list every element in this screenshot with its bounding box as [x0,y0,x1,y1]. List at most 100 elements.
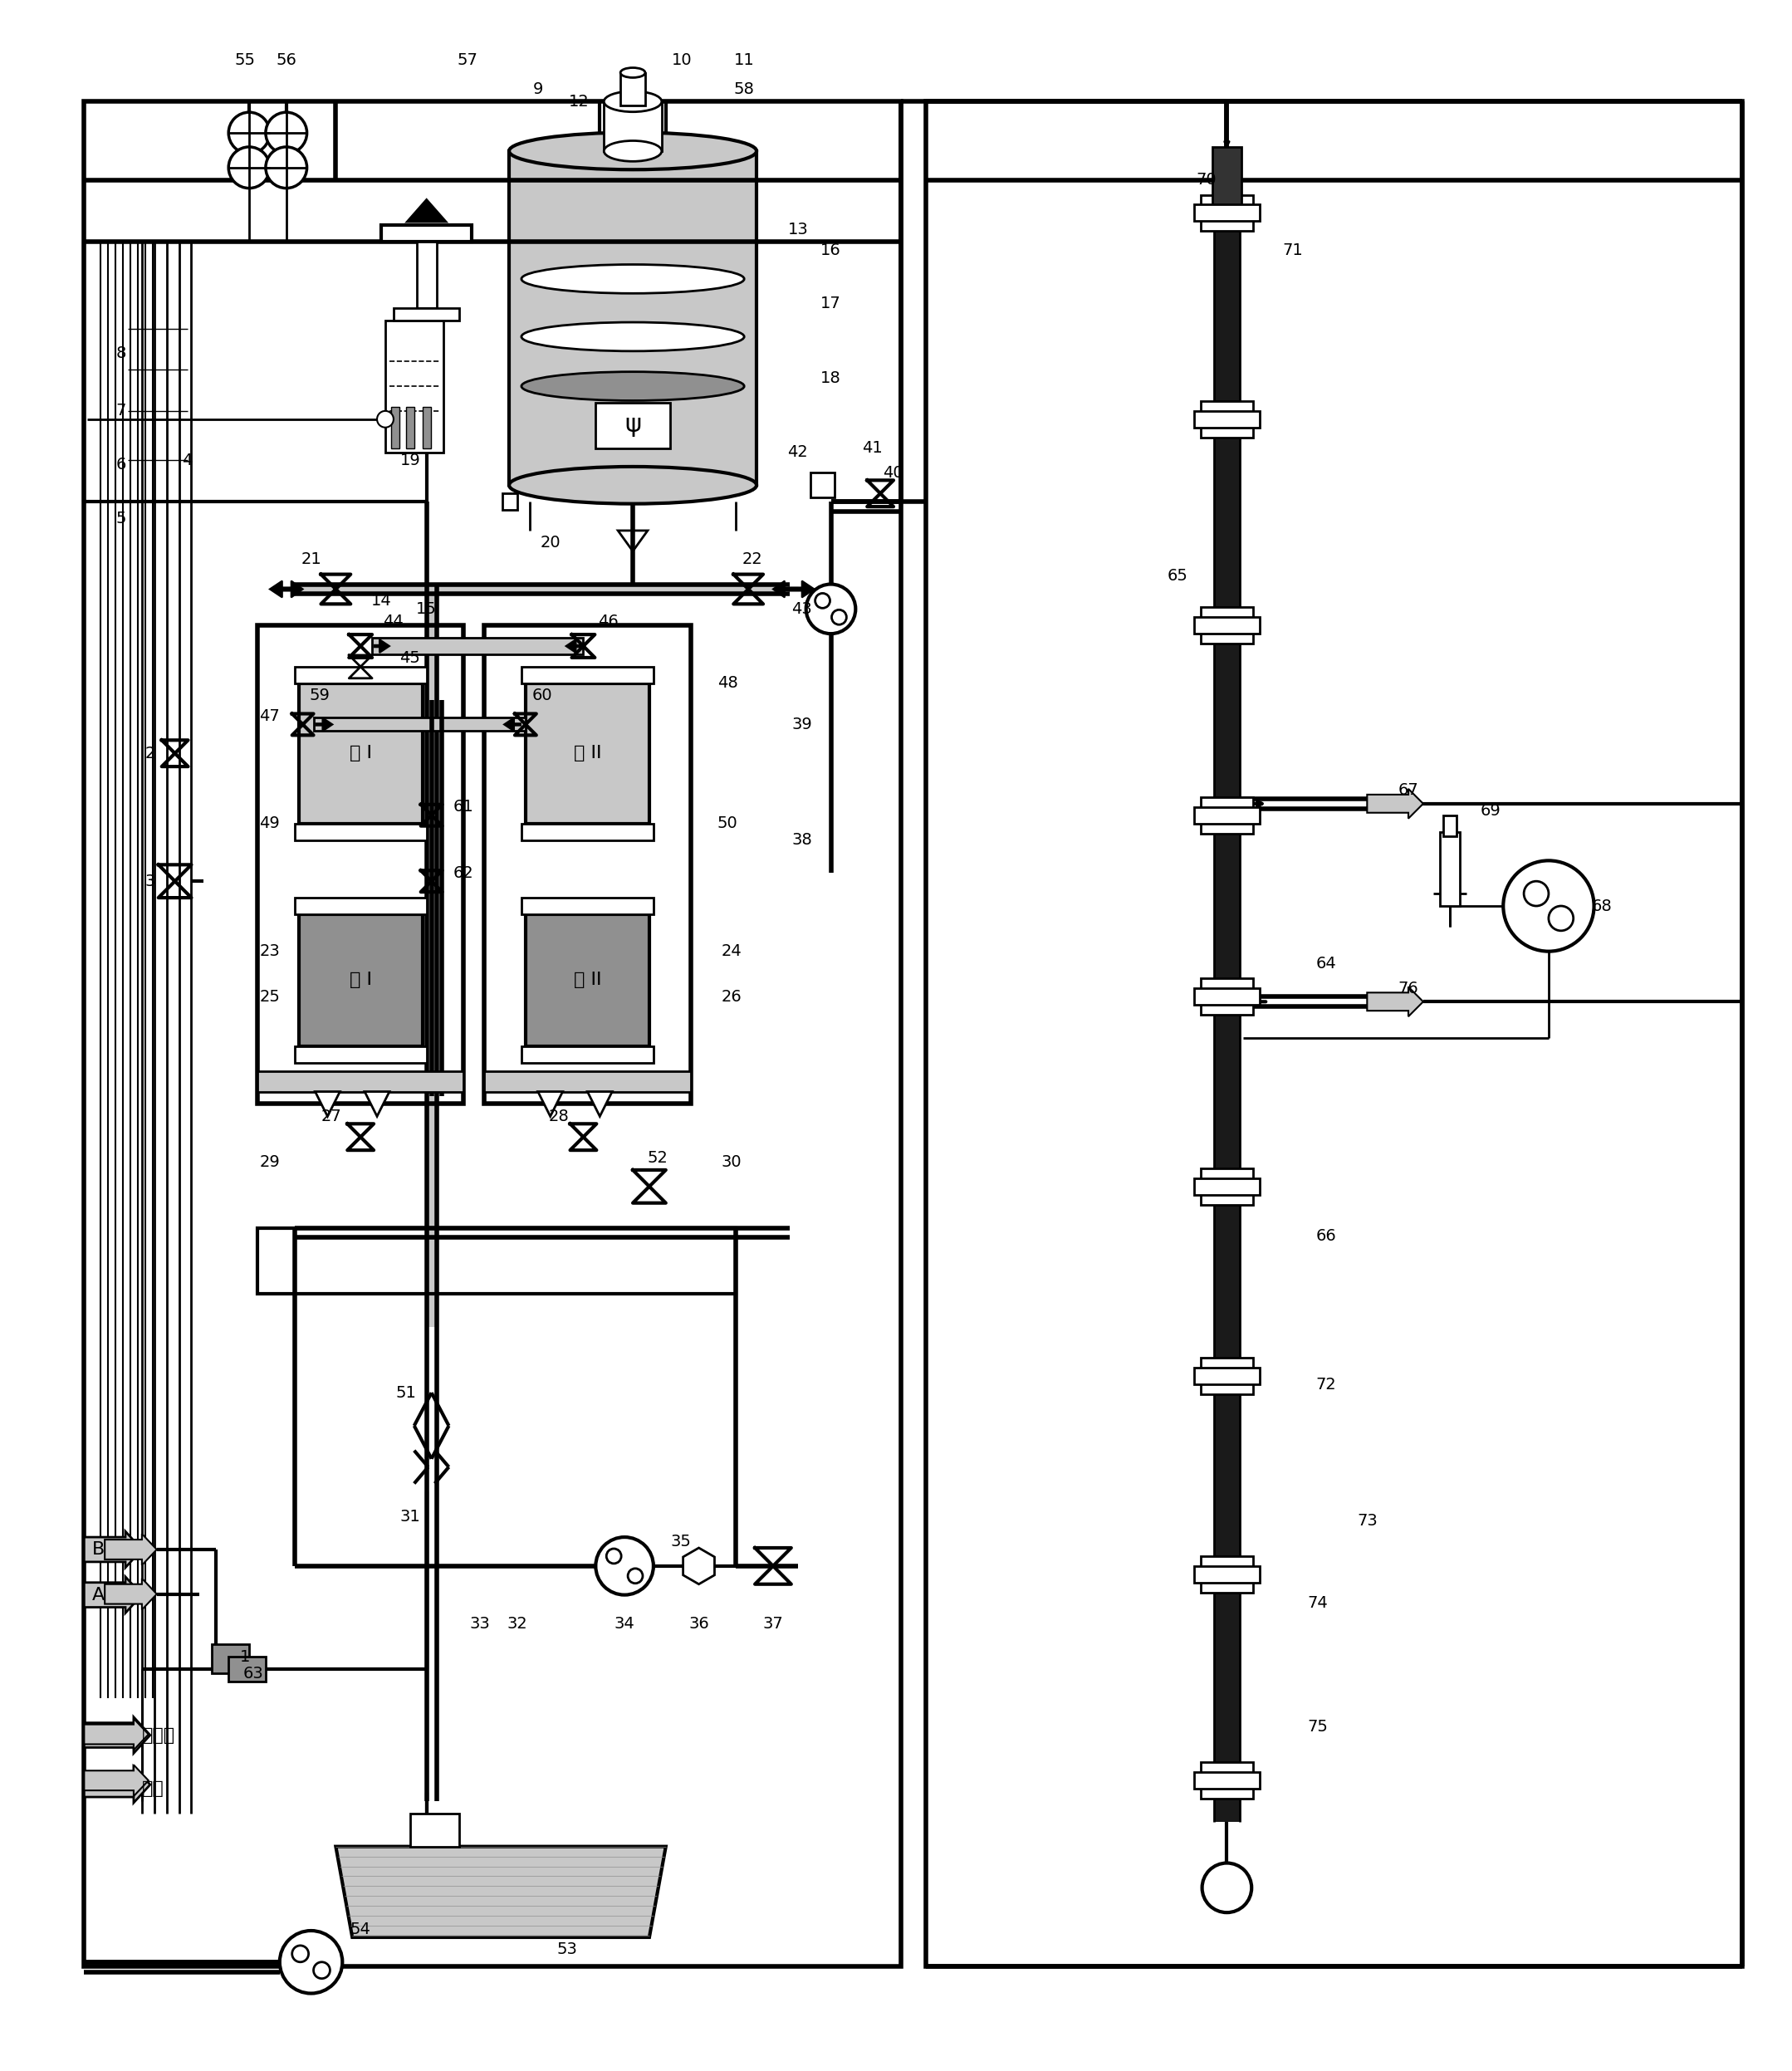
Bar [1213,213,1240,1822]
Bar [1193,808,1260,824]
Bar [294,824,426,841]
Polygon shape [315,1091,340,1116]
Bar [1193,410,1260,427]
Bar [1193,617,1260,634]
Text: 21: 21 [301,551,321,567]
Bar [1201,1555,1253,1593]
Text: 22: 22 [742,551,763,567]
Text: 40: 40 [882,464,903,480]
Polygon shape [278,580,303,596]
Polygon shape [364,1091,389,1116]
Polygon shape [84,1767,151,1802]
Text: 32: 32 [507,1615,527,1632]
Ellipse shape [620,68,645,77]
Ellipse shape [604,91,661,112]
Bar [391,406,400,447]
Text: 60: 60 [532,688,552,704]
Text: 排水: 排水 [142,1781,165,1798]
Bar [1439,833,1459,905]
Text: 25: 25 [260,988,280,1004]
Circle shape [606,1549,622,1564]
Text: 6: 6 [116,458,127,472]
Bar [521,824,654,841]
Circle shape [1548,905,1573,930]
Bar [1201,195,1253,232]
Text: 63: 63 [244,1665,263,1682]
Text: 53: 53 [557,1943,577,1957]
Text: 54: 54 [349,1922,371,1936]
Text: 24: 24 [722,944,742,959]
Polygon shape [104,1578,156,1609]
Bar [1201,980,1253,1015]
Bar [604,101,661,151]
Text: 56: 56 [276,52,297,68]
Bar [1193,205,1260,222]
Text: 31: 31 [400,1508,421,1524]
Text: 61: 61 [453,799,473,814]
Text: B: B [93,1541,106,1557]
Bar [1201,607,1253,644]
Circle shape [280,1930,342,1994]
Ellipse shape [509,133,756,170]
Circle shape [1503,862,1595,951]
Text: 38: 38 [792,833,812,847]
Polygon shape [335,1847,667,1936]
Polygon shape [1367,789,1423,818]
Text: 62: 62 [453,866,473,880]
Bar [410,1814,459,1847]
Text: ψ: ψ [624,412,642,437]
Bar [521,667,654,683]
Text: 30: 30 [722,1154,742,1170]
Text: 11: 11 [735,52,754,68]
Text: A: A [93,1586,106,1603]
Text: 27: 27 [321,1108,342,1125]
Text: 42: 42 [787,445,808,460]
Polygon shape [504,719,521,731]
Bar [314,719,525,731]
Circle shape [292,1945,308,1961]
Bar [525,913,649,1046]
Text: 66: 66 [1315,1228,1337,1245]
Text: 64: 64 [1315,957,1337,971]
Text: 废 II: 废 II [573,746,602,762]
Text: 47: 47 [260,708,280,725]
Text: 17: 17 [821,296,840,311]
Text: 10: 10 [672,52,692,68]
Text: 34: 34 [615,1615,634,1632]
Text: 2: 2 [145,746,156,762]
Text: 74: 74 [1308,1595,1328,1611]
Text: 36: 36 [688,1615,710,1632]
Text: 19: 19 [400,454,421,468]
Text: 73: 73 [1357,1512,1378,1528]
Text: 5: 5 [116,509,127,526]
Bar [1201,1762,1253,1800]
Bar [229,1657,265,1682]
Polygon shape [538,1091,563,1116]
Text: 8: 8 [116,346,127,360]
Text: 23: 23 [260,944,280,959]
Bar [1201,1168,1253,1205]
Text: 新 I: 新 I [349,971,371,988]
Bar [299,913,423,1046]
Text: 18: 18 [821,371,840,385]
Circle shape [831,609,846,625]
Polygon shape [618,530,647,551]
Polygon shape [409,201,444,222]
Bar [299,683,423,824]
Text: 57: 57 [457,52,478,68]
Bar [294,667,426,683]
Text: 55: 55 [235,52,256,68]
Circle shape [265,147,306,188]
Text: 4: 4 [183,454,192,468]
Text: 51: 51 [396,1385,416,1400]
Bar [373,638,584,654]
Text: 39: 39 [792,717,812,733]
Circle shape [1523,882,1548,905]
Polygon shape [84,1717,151,1754]
Text: 9: 9 [532,81,543,97]
Circle shape [595,1537,654,1595]
Circle shape [627,1568,643,1584]
Bar [509,151,756,485]
Text: 58: 58 [735,81,754,97]
Bar [294,584,625,594]
